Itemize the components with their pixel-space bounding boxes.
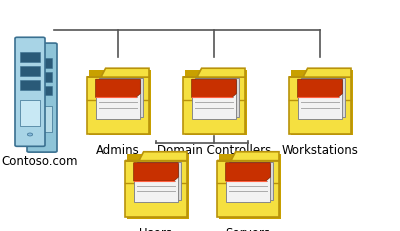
Polygon shape <box>32 86 52 96</box>
Polygon shape <box>226 164 270 202</box>
Polygon shape <box>137 162 182 201</box>
Polygon shape <box>87 78 149 134</box>
Polygon shape <box>32 59 52 68</box>
Polygon shape <box>185 71 247 136</box>
Text: Users: Users <box>140 226 172 231</box>
Polygon shape <box>87 69 149 78</box>
Polygon shape <box>125 161 187 217</box>
Polygon shape <box>219 154 281 219</box>
Circle shape <box>27 134 33 136</box>
Polygon shape <box>125 152 187 161</box>
Polygon shape <box>298 81 342 119</box>
FancyBboxPatch shape <box>27 44 57 152</box>
Polygon shape <box>32 107 52 132</box>
Polygon shape <box>20 67 40 76</box>
Polygon shape <box>229 162 274 201</box>
Text: Domain Controllers: Domain Controllers <box>157 143 271 156</box>
Polygon shape <box>20 81 40 90</box>
Polygon shape <box>291 71 353 136</box>
Text: Workstations: Workstations <box>282 143 358 156</box>
Polygon shape <box>289 69 351 78</box>
Polygon shape <box>226 163 270 181</box>
Polygon shape <box>192 81 236 119</box>
Polygon shape <box>134 164 178 202</box>
Polygon shape <box>298 80 342 98</box>
Text: Servers: Servers <box>226 226 270 231</box>
Polygon shape <box>217 152 279 161</box>
Polygon shape <box>32 73 52 82</box>
Polygon shape <box>134 163 178 181</box>
Polygon shape <box>99 79 144 117</box>
Polygon shape <box>20 53 40 63</box>
Text: Admins: Admins <box>96 143 140 156</box>
FancyBboxPatch shape <box>15 38 45 147</box>
Circle shape <box>39 139 45 142</box>
Polygon shape <box>127 154 189 219</box>
Polygon shape <box>183 69 245 78</box>
Polygon shape <box>96 81 140 119</box>
Polygon shape <box>183 78 245 134</box>
Text: Contoso.com: Contoso.com <box>2 155 78 168</box>
Polygon shape <box>301 79 346 117</box>
Polygon shape <box>20 101 40 126</box>
Polygon shape <box>217 161 279 217</box>
Polygon shape <box>195 79 240 117</box>
Polygon shape <box>89 71 151 136</box>
Polygon shape <box>192 80 236 98</box>
Polygon shape <box>96 80 140 98</box>
Polygon shape <box>289 78 351 134</box>
